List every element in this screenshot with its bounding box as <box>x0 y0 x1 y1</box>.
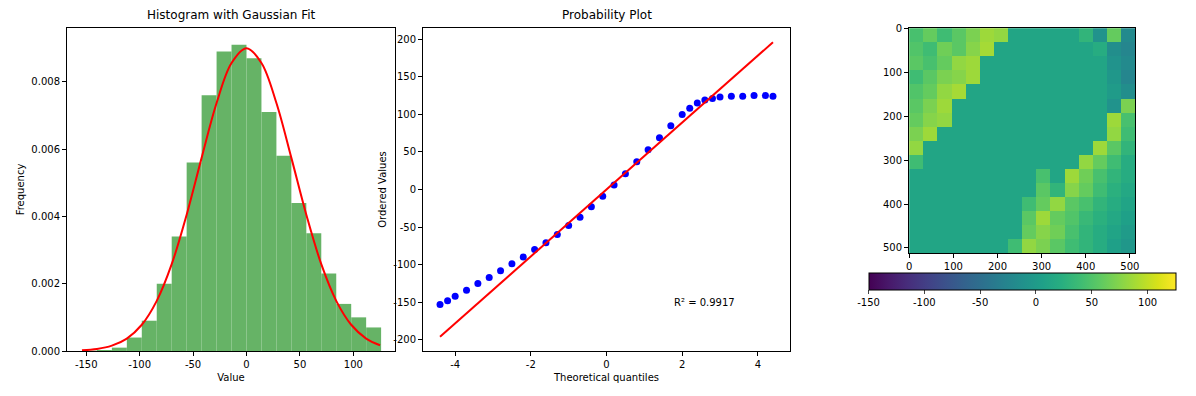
svg-text:-100: -100 <box>913 297 936 308</box>
svg-text:-150: -150 <box>393 297 416 308</box>
svg-text:0.004: 0.004 <box>31 211 60 222</box>
svg-text:300: 300 <box>883 155 902 166</box>
svg-text:200: 200 <box>883 111 902 122</box>
svg-text:0: 0 <box>896 23 902 34</box>
svg-text:400: 400 <box>883 199 902 210</box>
svg-text:-100: -100 <box>128 359 151 370</box>
svg-text:100: 100 <box>944 261 963 272</box>
svg-text:200: 200 <box>988 261 1007 272</box>
svg-text:0: 0 <box>243 359 249 370</box>
svg-text:R² = 0.9917: R² = 0.9917 <box>674 297 735 308</box>
svg-text:0: 0 <box>1033 297 1039 308</box>
svg-text:200: 200 <box>397 34 416 45</box>
svg-text:150: 150 <box>397 71 416 82</box>
svg-text:0: 0 <box>603 359 609 370</box>
svg-text:Ordered Values: Ordered Values <box>377 151 388 228</box>
svg-text:Histogram with Gaussian Fit: Histogram with Gaussian Fit <box>147 8 316 22</box>
svg-text:-50: -50 <box>972 297 988 308</box>
svg-text:0: 0 <box>906 261 912 272</box>
svg-text:50: 50 <box>1085 297 1098 308</box>
svg-text:-4: -4 <box>450 359 460 370</box>
svg-text:-150: -150 <box>857 297 880 308</box>
svg-text:-200: -200 <box>393 334 416 345</box>
svg-text:-150: -150 <box>75 359 98 370</box>
svg-text:4: 4 <box>755 359 761 370</box>
svg-text:0.000: 0.000 <box>31 346 60 357</box>
svg-text:0.002: 0.002 <box>31 278 60 289</box>
svg-text:0.008: 0.008 <box>31 76 60 87</box>
svg-text:100: 100 <box>1138 297 1157 308</box>
svg-text:2: 2 <box>679 359 685 370</box>
svg-text:Probability Plot: Probability Plot <box>562 8 652 22</box>
svg-text:100: 100 <box>397 109 416 120</box>
svg-text:50: 50 <box>294 359 307 370</box>
svg-text:Frequency: Frequency <box>15 164 26 216</box>
svg-text:-50: -50 <box>185 359 201 370</box>
svg-text:100: 100 <box>883 67 902 78</box>
svg-text:50: 50 <box>403 146 416 157</box>
svg-text:300: 300 <box>1032 261 1051 272</box>
svg-text:-100: -100 <box>393 259 416 270</box>
svg-text:0.006: 0.006 <box>31 144 60 155</box>
svg-text:-50: -50 <box>400 222 416 233</box>
svg-text:500: 500 <box>883 242 902 253</box>
svg-text:-2: -2 <box>526 359 536 370</box>
svg-text:0: 0 <box>410 184 416 195</box>
svg-text:Theoretical quantiles: Theoretical quantiles <box>553 372 659 383</box>
svg-text:400: 400 <box>1076 261 1095 272</box>
svg-text:500: 500 <box>1120 261 1139 272</box>
svg-text:Value: Value <box>217 372 244 383</box>
svg-text:100: 100 <box>344 359 363 370</box>
